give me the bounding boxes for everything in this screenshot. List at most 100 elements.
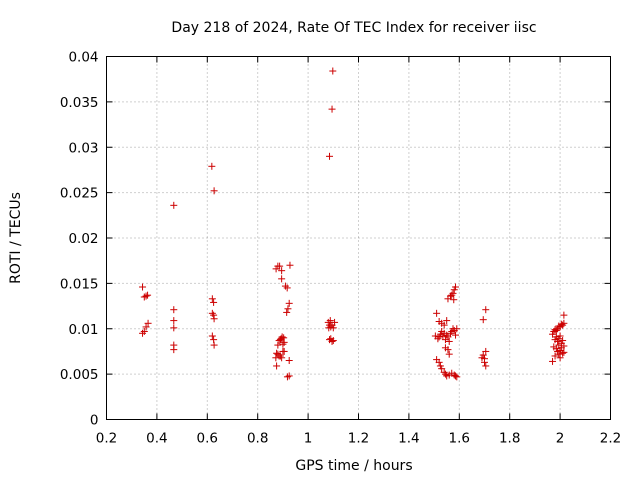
data-point	[446, 329, 454, 337]
data-point	[555, 341, 563, 349]
data-point	[285, 299, 293, 307]
data-point	[284, 305, 292, 313]
y-tick-label: 0.025	[60, 186, 99, 202]
data-point	[139, 329, 147, 337]
data-point	[453, 325, 461, 333]
data-point	[283, 308, 291, 316]
data-point	[285, 357, 293, 365]
data-point	[285, 372, 293, 380]
y-tick-label: 0.01	[68, 322, 98, 338]
chart-title: Day 218 of 2024, Rate Of TEC Index for r…	[171, 20, 536, 36]
grid-lines	[106, 56, 611, 420]
x-tick-label: 0.8	[247, 431, 268, 447]
data-point	[481, 358, 488, 366]
data-point	[210, 298, 218, 306]
y-tick-label: 0.005	[60, 367, 99, 383]
data-point	[482, 362, 490, 370]
x-tick-label: 0.4	[146, 431, 167, 447]
data-point	[325, 324, 333, 332]
y-tick-label: 0.015	[60, 276, 99, 292]
data-point	[210, 187, 218, 195]
data-point	[453, 373, 461, 381]
data-point	[140, 293, 148, 301]
data-point	[559, 337, 567, 345]
data-point	[278, 275, 286, 283]
data-point	[142, 323, 150, 331]
data-point	[443, 317, 451, 325]
data-point	[555, 350, 563, 358]
data-point	[210, 341, 218, 349]
x-tick-label: 1	[304, 431, 313, 447]
data-point	[552, 327, 560, 335]
data-point	[280, 338, 288, 346]
x-tick-label: 2	[556, 431, 565, 447]
data-point	[433, 309, 441, 317]
x-tick-label: 1.4	[398, 431, 419, 447]
data-point	[549, 357, 557, 365]
data-point	[438, 365, 446, 373]
data-point	[326, 152, 334, 160]
y-axis-label: ROTI / TECUs	[8, 192, 24, 284]
data-point	[210, 336, 218, 344]
data-point	[478, 354, 486, 362]
data-point	[445, 337, 453, 345]
data-point	[283, 373, 291, 381]
data-point	[560, 319, 568, 327]
data-point	[170, 324, 178, 332]
data-point	[449, 289, 457, 297]
data-point	[170, 306, 178, 314]
data-points	[139, 67, 568, 381]
data-point	[210, 311, 218, 319]
data-point	[142, 292, 150, 300]
x-tick-label: 2.2	[600, 431, 621, 447]
data-point	[208, 309, 216, 317]
data-point	[276, 352, 284, 360]
x-tick-label: 0.6	[197, 431, 218, 447]
y-tick-label: 0	[90, 413, 99, 429]
data-point	[450, 296, 458, 304]
data-point	[443, 331, 451, 339]
data-point	[274, 341, 282, 349]
y-tick-label: 0.03	[68, 140, 98, 156]
data-point	[445, 350, 453, 358]
data-point	[331, 318, 339, 326]
data-point	[556, 332, 564, 340]
data-point	[273, 362, 281, 370]
data-point	[208, 332, 216, 340]
data-point	[441, 370, 449, 378]
x-axis-label: GPS time / hours	[295, 458, 412, 474]
data-point	[549, 330, 557, 338]
data-point	[448, 291, 456, 299]
data-point	[452, 331, 460, 339]
data-point	[280, 334, 288, 342]
x-tick-labels: 0.2 0.4 0.6 0.8 1 1.2 1.4 1.6 1.8 2 2.2	[96, 431, 621, 447]
data-point	[440, 368, 448, 376]
data-point	[170, 346, 178, 354]
data-point	[479, 316, 487, 324]
data-point	[279, 340, 287, 348]
data-point	[140, 327, 148, 335]
data-point	[559, 321, 567, 329]
data-point	[275, 337, 283, 345]
plot-frame	[106, 56, 611, 420]
data-point	[328, 337, 336, 345]
data-point	[329, 337, 337, 345]
data-point	[329, 67, 337, 75]
data-point	[170, 201, 178, 209]
y-tick-label: 0.035	[60, 95, 99, 111]
data-point	[434, 335, 442, 343]
data-point	[276, 262, 284, 270]
data-point	[326, 317, 334, 325]
y-tick-label: 0.02	[68, 231, 98, 247]
data-point	[280, 347, 288, 355]
data-point	[556, 354, 564, 362]
data-point	[440, 321, 448, 329]
y-tick-labels: 0 0.005 0.01 0.015 0.02 0.025 0.03 0.035 0.04	[60, 50, 99, 429]
x-tick-label: 1.8	[499, 431, 520, 447]
data-point	[452, 372, 460, 380]
data-point	[444, 333, 452, 341]
x-tick-label: 1.2	[348, 431, 369, 447]
data-point	[444, 346, 452, 354]
data-point	[283, 284, 291, 292]
